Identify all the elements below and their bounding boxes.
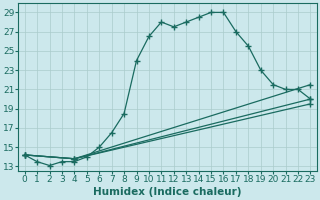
X-axis label: Humidex (Indice chaleur): Humidex (Indice chaleur)	[93, 187, 242, 197]
